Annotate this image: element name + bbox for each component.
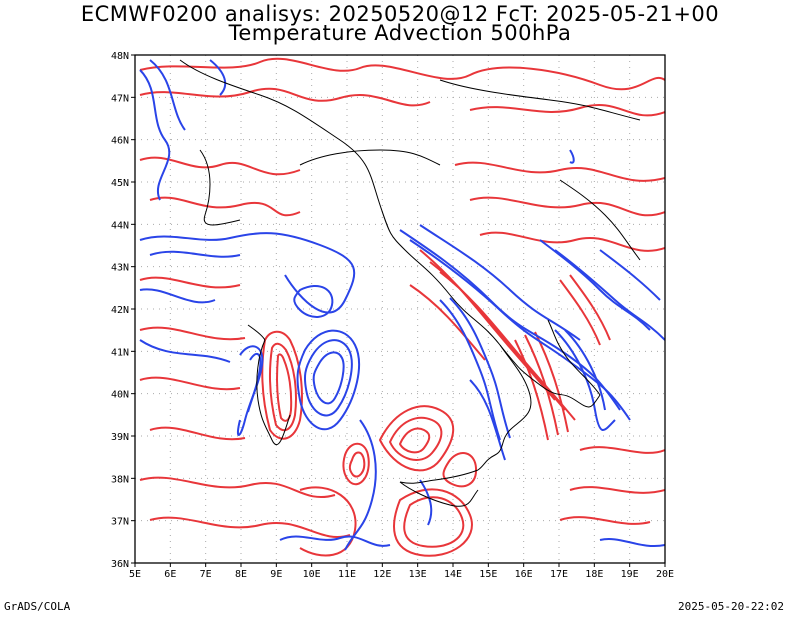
lon-tick-label: 18E (585, 569, 603, 580)
lon-tick-label: 9E (270, 569, 282, 580)
chart-title: ECMWF0200 analisys: 20250520@12 FcT: 202… (80, 2, 720, 26)
lat-tick-label: 42N (111, 305, 129, 316)
lon-tick-label: 5E (129, 569, 141, 580)
footer-right: 2025-05-20-22:02 (678, 600, 784, 613)
lon-tick-label: 16E (515, 569, 533, 580)
lat-tick-label: 48N (111, 51, 129, 62)
lon-tick-label: 19E (621, 569, 639, 580)
lon-tick-label: 12E (373, 569, 391, 580)
lat-tick-label: 43N (111, 263, 129, 274)
lon-tick-label: 6E (164, 569, 176, 580)
coastlines-and-borders (179, 59, 641, 507)
lat-tick-label: 37N (111, 517, 129, 528)
lat-tick-label: 40N (111, 390, 129, 401)
lon-tick-label: 20E (656, 569, 674, 580)
lon-tick-label: 13E (409, 569, 427, 580)
lon-tick-label: 8E (235, 569, 247, 580)
lat-tick-label: 45N (111, 178, 129, 189)
chart-subtitle: Temperature Advection 500hPa (228, 21, 572, 45)
lat-tick-label: 47N (111, 93, 129, 104)
lon-tick-label: 17E (550, 569, 568, 580)
lat-tick-label: 41N (111, 347, 129, 358)
lat-tick-label: 36N (111, 559, 129, 570)
positive-advection-contours (139, 57, 665, 557)
footer-left: GrADS/COLA (4, 600, 71, 613)
lon-tick-label: 15E (479, 569, 497, 580)
lon-tick-label: 14E (444, 569, 462, 580)
lat-tick-label: 39N (111, 432, 129, 443)
lat-tick-label: 44N (111, 220, 129, 231)
negative-advection-contours (139, 59, 665, 551)
lon-tick-label: 10E (303, 569, 321, 580)
lon-tick-label: 11E (338, 569, 356, 580)
graticule (135, 55, 665, 563)
longitude-axis: 5E 6E 7E 8E 9E 10E 11E 12E 13E 14E 15E 16E 17E 18E 19E… (129, 563, 674, 580)
lon-tick-label: 7E (200, 569, 212, 580)
lat-tick-label: 38N (111, 474, 129, 485)
latitude-axis: 36N 37N 38N 39N 40N 41N 42N 43N 44N 45N 46N 47N 48N (111, 51, 135, 570)
lat-tick-label: 46N (111, 136, 129, 147)
